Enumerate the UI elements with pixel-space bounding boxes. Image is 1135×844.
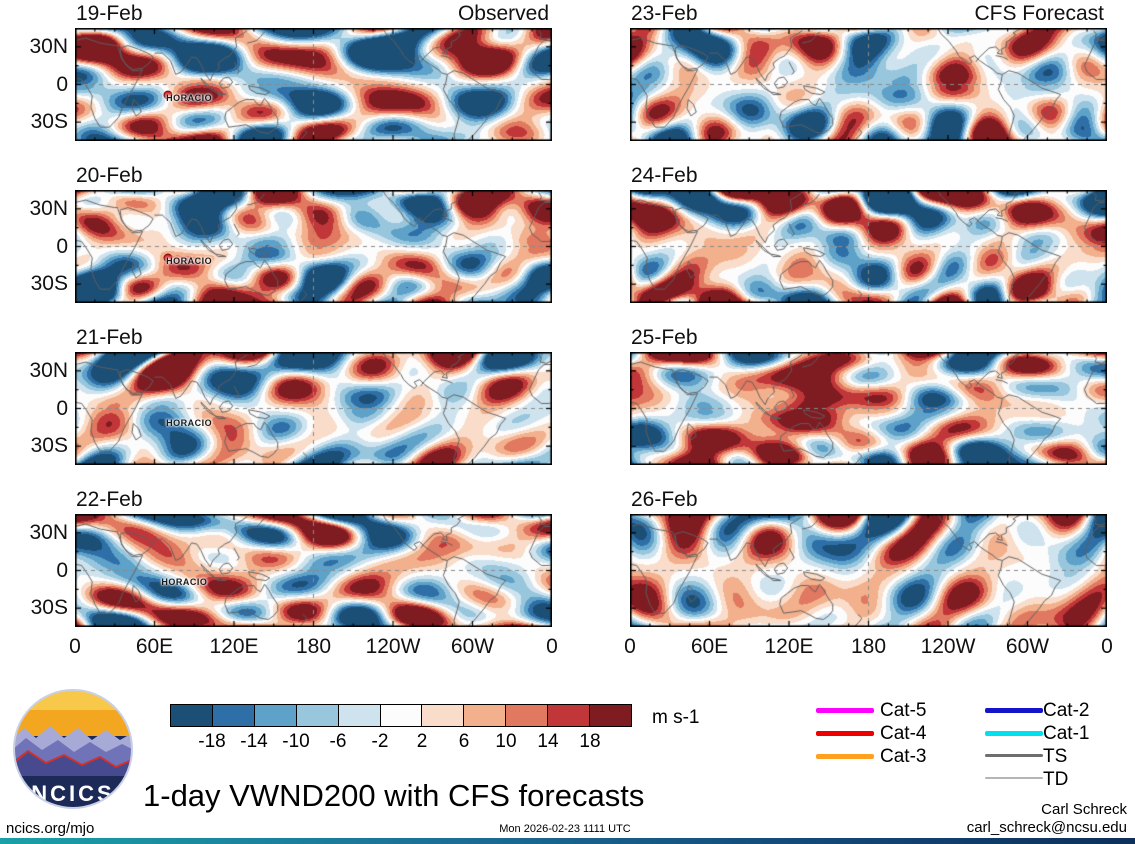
anomaly-map-20-feb xyxy=(75,190,552,303)
y-axis-tick-label: 0 xyxy=(56,558,68,582)
legend-label-td: TD xyxy=(1043,769,1069,790)
colorbar-tick-label: 6 xyxy=(458,731,470,752)
colorbar-tick-label: 14 xyxy=(537,731,559,752)
x-axis-tick-label: 120W xyxy=(365,635,421,658)
colorbar-tick-label: -18 xyxy=(198,731,226,752)
legend-line-cat-3 xyxy=(816,754,874,759)
y-axis-tick-label: 30N xyxy=(29,34,68,58)
colorbar-segment xyxy=(422,705,465,726)
x-axis-tick-label: 180 xyxy=(295,635,332,658)
ncics-logo: NCICS xyxy=(12,688,134,810)
y-axis-tick-label: 30S xyxy=(30,110,68,134)
panel-date-label: 19-Feb xyxy=(76,2,143,25)
y-axis-tick-label: 30S xyxy=(30,434,68,458)
x-axis-tick-label: 120E xyxy=(764,635,814,658)
storm-name-label: HORACIO xyxy=(166,418,213,429)
storm-name-label: HORACIO xyxy=(166,256,213,267)
colorbar-segment xyxy=(171,705,213,726)
x-axis-tick-label: 180 xyxy=(850,635,887,658)
colorbar-segment xyxy=(548,705,591,726)
legend-label-cat-3: Cat-3 xyxy=(880,746,927,767)
x-axis-tick-label: 120E xyxy=(209,635,259,658)
footer-timestamp: Mon 2026-02-23 1111 UTC xyxy=(499,823,631,835)
panel-date-label: 24-Feb xyxy=(631,164,698,187)
legend-line-cat-4 xyxy=(816,731,874,736)
y-axis-tick-label: 0 xyxy=(56,234,68,258)
anomaly-map-21-feb xyxy=(75,352,552,465)
colorbar-segment xyxy=(464,705,507,726)
x-axis-tick-label: 0 xyxy=(1101,635,1113,658)
colorbar-segment xyxy=(506,705,549,726)
colorbar-tick-label: -10 xyxy=(282,731,310,752)
storm-marker xyxy=(163,253,173,263)
x-axis-tick-label: 60E xyxy=(690,635,729,658)
anomaly-map-23-feb xyxy=(630,28,1107,141)
y-axis-tick-label: 0 xyxy=(56,72,68,96)
anomaly-map-19-feb xyxy=(75,28,552,141)
x-axis-tick-label: 0 xyxy=(624,635,636,658)
anomaly-map-22-feb xyxy=(75,514,552,627)
anomaly-map-26-feb xyxy=(630,514,1107,627)
legend-line-td xyxy=(985,777,1043,779)
anomaly-map-25-feb xyxy=(630,352,1107,465)
legend-line-ts xyxy=(985,754,1043,757)
legend-label-ts: TS xyxy=(1043,746,1068,767)
legend-label-cat-4: Cat-4 xyxy=(880,723,927,744)
legend-label-cat-5: Cat-5 xyxy=(880,700,927,721)
colorbar-segment xyxy=(212,705,255,726)
colorbar-tick-label: 2 xyxy=(416,731,428,752)
colorbar-segment xyxy=(338,705,381,726)
y-axis-tick-label: 0 xyxy=(56,396,68,420)
y-axis-tick-label: 30N xyxy=(29,520,68,544)
x-axis-tick-label: 120W xyxy=(920,635,976,658)
footer-author-email: carl_schreck@ncsu.edu xyxy=(966,819,1127,836)
footer-site-link: ncics.org/mjo xyxy=(6,820,95,837)
column-header-label: CFS Forecast xyxy=(974,2,1104,25)
y-axis-tick-label: 30S xyxy=(30,596,68,620)
x-axis-tick-label: 0 xyxy=(69,635,81,658)
colorbar-segment xyxy=(296,705,339,726)
panel-date-label: 22-Feb xyxy=(76,488,143,511)
legend-line-cat-2 xyxy=(985,708,1043,713)
panel-date-label: 26-Feb xyxy=(631,488,698,511)
footer-accent-bar xyxy=(0,838,1135,844)
legend-line-cat-1 xyxy=(985,731,1043,736)
y-axis-tick-label: 30N xyxy=(29,358,68,382)
x-axis-tick-label: 60W xyxy=(1005,635,1050,658)
legend-line-cat-5 xyxy=(816,708,874,713)
x-axis-tick-label: 0 xyxy=(546,635,558,658)
footer-author-name: Carl Schreck xyxy=(1041,801,1127,818)
colorbar-units: m s-1 xyxy=(652,707,700,728)
colorbar-segment xyxy=(380,705,423,726)
panel-date-label: 25-Feb xyxy=(631,326,698,349)
y-axis-tick-label: 30N xyxy=(29,196,68,220)
ncics-logo-text: NCICS xyxy=(31,781,114,806)
panel-date-label: 23-Feb xyxy=(631,2,698,25)
y-axis-tick-label: 30S xyxy=(30,272,68,296)
ncics-logo-graphic: NCICS xyxy=(13,689,133,809)
colorbar-tick-label: -2 xyxy=(371,731,389,752)
colorbar-tick-label: -6 xyxy=(329,731,347,752)
colorbar-tick-label: 18 xyxy=(579,731,601,752)
x-axis-tick-label: 60W xyxy=(450,635,495,658)
panel-date-label: 20-Feb xyxy=(76,164,143,187)
x-axis-tick-label: 60E xyxy=(135,635,174,658)
colorbar-segment xyxy=(254,705,297,726)
colorbar-segment xyxy=(590,705,631,726)
storm-marker xyxy=(163,90,173,100)
figure-title: 1-day VWND200 with CFS forecasts xyxy=(143,778,645,813)
panel-date-label: 21-Feb xyxy=(76,326,143,349)
colorbar xyxy=(170,704,632,727)
storm-name-label: HORACIO xyxy=(161,576,208,587)
legend-label-cat-1: Cat-1 xyxy=(1043,723,1090,744)
column-header-label: Observed xyxy=(457,2,549,25)
anomaly-map-24-feb xyxy=(630,190,1107,303)
colorbar-tick-label: -14 xyxy=(240,731,268,752)
legend-label-cat-2: Cat-2 xyxy=(1043,700,1090,721)
storm-name-label: HORACIO xyxy=(166,93,213,104)
colorbar-tick-label: 10 xyxy=(495,731,517,752)
